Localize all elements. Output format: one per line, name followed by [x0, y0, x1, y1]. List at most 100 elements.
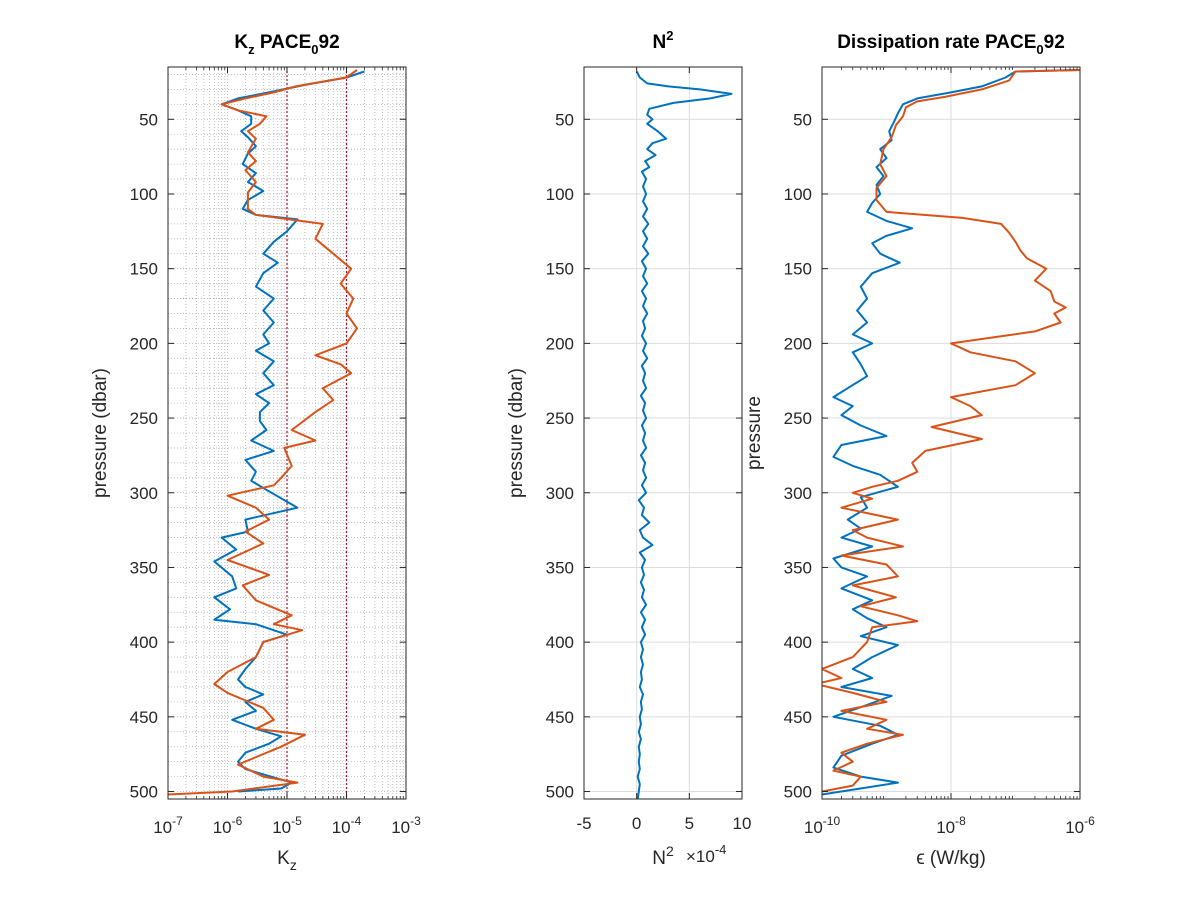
tick-label-x-part: 10 [153, 818, 172, 837]
axes-title-part: PACE [255, 32, 312, 53]
tick-label-x-part: 0 [632, 814, 641, 833]
tick-label-y: 400 [546, 633, 574, 652]
tick-label-y-part: 100 [546, 185, 574, 204]
tick-label-y: 250 [130, 409, 158, 428]
tick-label-y: 100 [130, 185, 158, 204]
tick-label-y: 200 [784, 334, 812, 353]
tick-label-x-part: 10 [936, 818, 955, 837]
axes-title-part: 92 [1044, 32, 1065, 53]
tick-label-y-part: 450 [546, 708, 574, 727]
tick-label-y: 150 [784, 260, 812, 279]
tick-label-x: -5 [576, 814, 591, 833]
axes-title-part: 92 [319, 32, 340, 53]
tick-label-y-part: 400 [130, 633, 158, 652]
x-axis-multiplier-part: -4 [715, 842, 727, 857]
tick-label-y-part: 500 [130, 783, 158, 802]
tick-label-y: 450 [784, 708, 812, 727]
tick-label-y-part: 100 [130, 185, 158, 204]
tick-label-x-part: -3 [410, 814, 421, 828]
x-axis-label-part: N [652, 848, 666, 869]
tick-label-y-part: 150 [546, 260, 574, 279]
tick-label-x-part: -5 [291, 814, 302, 828]
axes-dissipation: 10-10 10-8 10-6501001502002503003504004505… [744, 32, 1095, 869]
tick-label-y-part: 50 [139, 110, 158, 129]
tick-label-y: 100 [784, 185, 812, 204]
tick-label-x-part: 10 [332, 818, 351, 837]
axes-title-part: 0 [311, 42, 318, 57]
tick-label-x-part: 10 [733, 814, 752, 833]
tick-label-y-part: 400 [784, 633, 812, 652]
axes-title-part: N [653, 32, 667, 53]
tick-label-x-part: -5 [576, 814, 591, 833]
tick-label-y: 50 [555, 110, 574, 129]
series-line-2 [822, 69, 1080, 793]
tick-label-y: 250 [784, 409, 812, 428]
axes-frame [821, 66, 1081, 800]
tick-label-y-part: 500 [784, 783, 812, 802]
x-axis-label: Kz [277, 848, 297, 873]
tick-label-y: 350 [784, 558, 812, 577]
tick-label-y: 350 [130, 558, 158, 577]
tick-label-x: 10-10 [804, 814, 841, 837]
tick-label-y-part: 200 [130, 334, 158, 353]
tick-label-y: 450 [130, 708, 158, 727]
series-line-1 [635, 71, 733, 799]
tick-label-y-part: 350 [784, 558, 812, 577]
tick-label-y-part: 400 [546, 633, 574, 652]
axes-title-part: 2 [666, 28, 673, 43]
axes-kz: 10-7 10-6 10-5 10-4 10-350100150200250300350… [90, 32, 421, 873]
tick-label-y: 100 [546, 185, 574, 204]
tick-label-x-part: -4 [351, 814, 362, 828]
tick-label-y-part: 50 [555, 110, 574, 129]
tick-label-y-part: 300 [130, 484, 158, 503]
tick-label-y-part: 350 [130, 558, 158, 577]
plot-area [584, 67, 742, 799]
tick-label-y: 200 [130, 334, 158, 353]
tick-label-y-part: 150 [784, 260, 812, 279]
tick-label-y: 200 [546, 334, 574, 353]
tick-label-x: 10-3 [391, 814, 421, 837]
series-line-1 [213, 70, 365, 793]
tick-label-x-part: -6 [232, 814, 243, 828]
axes-frame [583, 66, 743, 800]
tick-label-y: 400 [130, 633, 158, 652]
tick-label-y: 150 [130, 260, 158, 279]
tick-label-y-part: 450 [130, 708, 158, 727]
tick-label-y-part: 300 [784, 484, 812, 503]
tick-label-x: 10-7 [153, 814, 183, 837]
tick-label-x: 10-8 [936, 814, 966, 837]
x-axis-label-part: K [277, 848, 290, 869]
tick-label-y: 50 [793, 110, 812, 129]
tick-label-y: 300 [784, 484, 812, 503]
tick-label-y: 350 [546, 558, 574, 577]
y-axis-label: pressure (dbar) [90, 368, 111, 498]
tick-label-y-part: 250 [784, 409, 812, 428]
tick-label-x-part: 10 [1065, 818, 1084, 837]
axes-title-part: Dissipation rate PACE [837, 32, 1036, 53]
y-axis-label-part: pressure (dbar) [90, 368, 111, 498]
tick-label-y-part: 450 [784, 708, 812, 727]
tick-label-y: 300 [546, 484, 574, 503]
tick-label-x-part: -10 [823, 814, 841, 828]
x-axis-multiplier-part: ×10 [686, 847, 715, 866]
axes-title-part: K [234, 32, 248, 53]
tick-label-x-part: 10 [391, 818, 410, 837]
tick-label-y-part: 250 [130, 409, 158, 428]
series-line-2 [168, 69, 358, 796]
tick-label-y-part: 200 [784, 334, 812, 353]
x-axis-label-part: 2 [666, 843, 674, 859]
axes-title: Kz PACE092 [234, 32, 339, 57]
y-axis-label-part: pressure [744, 396, 765, 470]
tick-label-x: 5 [685, 814, 694, 833]
tick-label-x-part: -7 [172, 814, 183, 828]
tick-label-y-part: 250 [546, 409, 574, 428]
tick-label-y: 50 [139, 110, 158, 129]
tick-label-y: 150 [546, 260, 574, 279]
tick-label-x: 10-5 [272, 814, 302, 837]
y-axis-label-part: pressure (dbar) [506, 368, 527, 498]
tick-label-y-part: 50 [793, 110, 812, 129]
tick-label-y: 250 [546, 409, 574, 428]
axes-title: Dissipation rate PACE092 [837, 32, 1065, 57]
tick-label-x: 10-6 [1065, 814, 1095, 837]
